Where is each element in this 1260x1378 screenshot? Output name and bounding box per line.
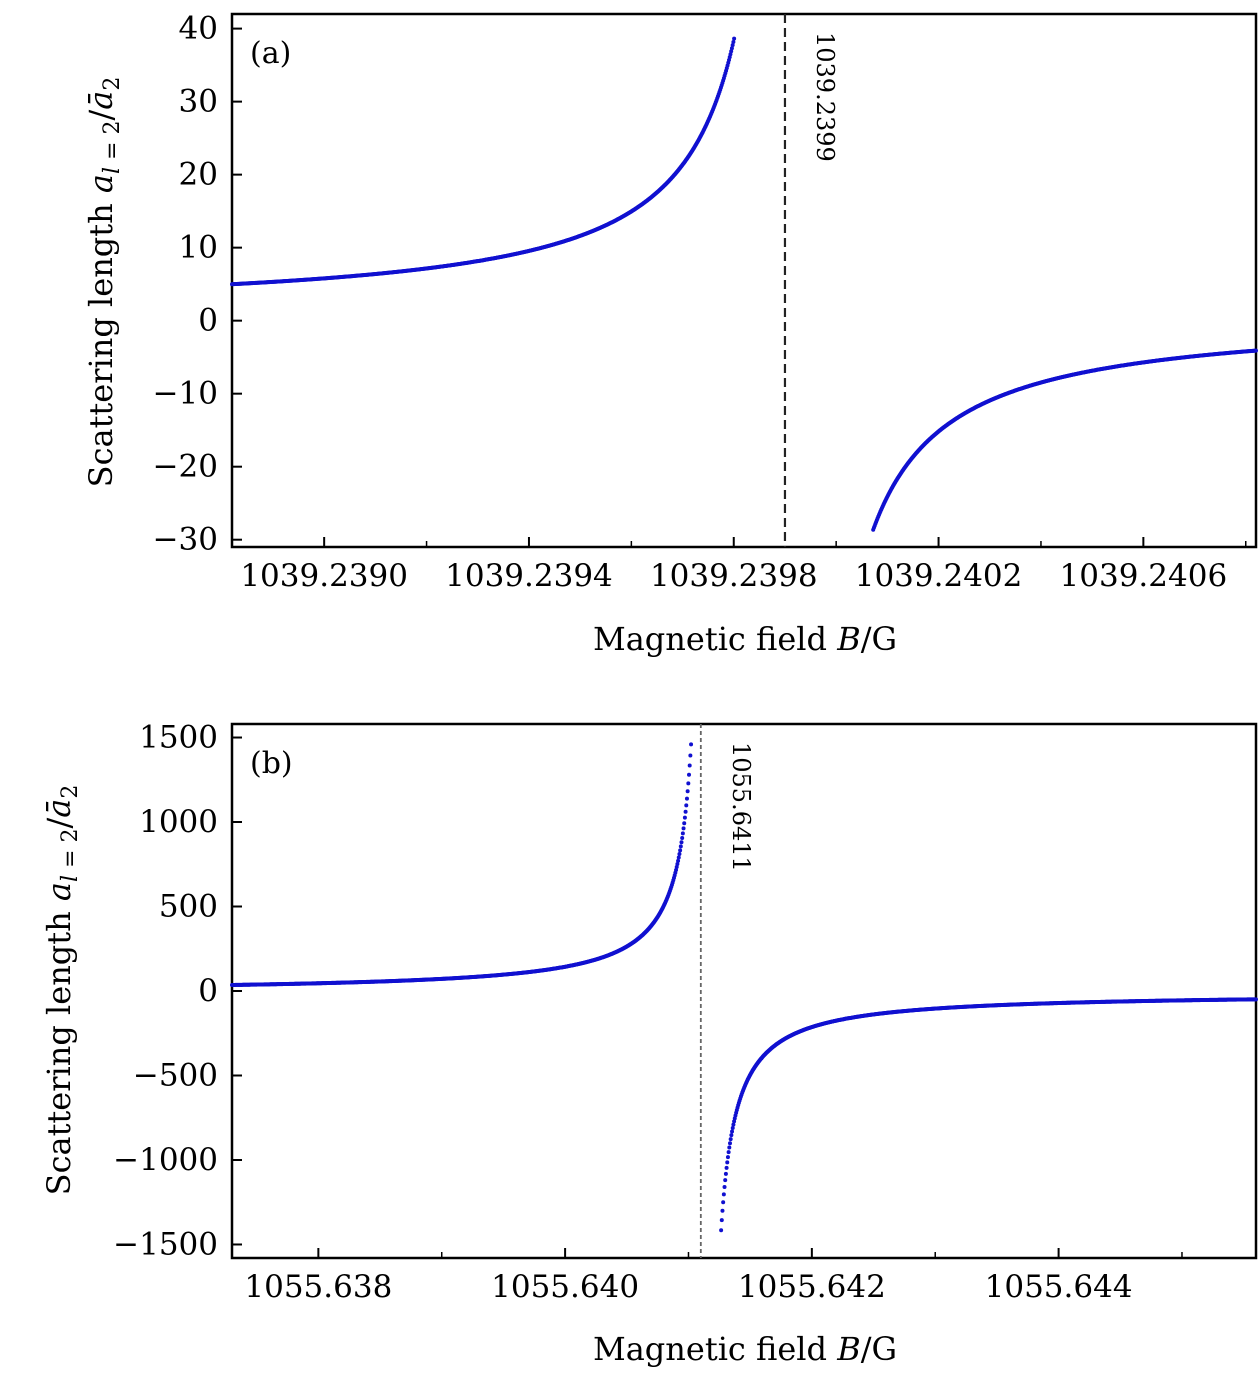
data-point [725, 1155, 730, 1160]
resonance-label-b: 1055.6411 [727, 742, 755, 872]
axis-ticks-a: 1039.2390 1039.2394 1039.2398 1039.2402 1039… [153, 11, 1247, 594]
data-point [684, 803, 689, 808]
x-axis-title-a: Magnetic field B/G [593, 620, 897, 658]
data-point [731, 1122, 736, 1127]
x-tick-label: 1055.638 [244, 1269, 392, 1305]
data-point [732, 1119, 737, 1124]
panel-b: 1055.638 1055.640 1055.642 1055.644 1500 1000… [40, 720, 1258, 1368]
data-point [730, 43, 735, 48]
data-point [719, 1228, 724, 1233]
y-tick-label: −30 [153, 522, 218, 558]
data-point [719, 1218, 724, 1223]
panel-label-a: (a) [250, 36, 291, 71]
data-point [720, 1208, 725, 1213]
y-tick-label: 500 [159, 889, 218, 925]
x-tick-label: 1055.644 [985, 1269, 1133, 1305]
y-tick-label: 1500 [139, 720, 218, 756]
y-axis-title-b: Scattering length al = 2/ā2 [40, 785, 83, 1196]
data-point [676, 855, 681, 860]
y-tick-label: −500 [133, 1057, 218, 1093]
y-tick-label: 10 [179, 230, 218, 266]
x-tick-label: 1039.2394 [445, 558, 613, 594]
y-axis-title-a: Scattering length al = 2/ā2 [82, 77, 125, 488]
data-point [675, 862, 680, 867]
data-point [677, 852, 682, 857]
data-point [689, 742, 694, 747]
data-point [686, 781, 691, 786]
data-point [687, 772, 692, 777]
resonance-label-a: 1039.2399 [811, 32, 839, 162]
data-point [688, 753, 693, 758]
x-tick-label: 1039.2402 [855, 558, 1023, 594]
data-point [683, 809, 688, 814]
data-point [730, 1125, 735, 1130]
y-tick-label: 1000 [139, 804, 218, 840]
data-point [731, 39, 736, 44]
data-point [730, 1129, 735, 1134]
x-axis-title-b: Magnetic field B/G [593, 1330, 897, 1368]
y-tick-label: −20 [153, 449, 218, 485]
y-tick-label: 30 [179, 84, 218, 120]
data-point [678, 844, 683, 849]
data-point [725, 1160, 730, 1165]
data-point [682, 821, 687, 826]
axis-ticks-b: 1055.638 1055.640 1055.642 1055.644 1500 1000… [113, 720, 1183, 1305]
y-tick-label: 40 [179, 11, 218, 47]
data-point [1254, 348, 1258, 353]
data-point [1254, 997, 1258, 1002]
data-series-a [230, 36, 1258, 532]
data-point [723, 1178, 728, 1183]
y-tick-label: 20 [179, 157, 218, 193]
data-point [676, 858, 681, 863]
data-point [724, 1165, 729, 1170]
data-point [721, 1200, 726, 1205]
data-point [680, 831, 685, 836]
y-tick-label: 0 [198, 303, 218, 339]
data-point [726, 1150, 731, 1155]
data-point [729, 1133, 734, 1138]
data-point [680, 835, 685, 840]
data-point [678, 848, 683, 853]
data-series-b [230, 742, 1258, 1233]
x-tick-label: 1055.640 [491, 1269, 639, 1305]
data-point [687, 763, 692, 768]
data-point [685, 789, 690, 794]
data-point [729, 46, 734, 51]
data-point [728, 1137, 733, 1142]
data-point [732, 36, 737, 41]
data-point [682, 815, 687, 820]
x-tick-label: 1055.642 [738, 1269, 886, 1305]
data-point [722, 1184, 727, 1189]
data-point [679, 840, 684, 845]
x-tick-label: 1039.2398 [650, 558, 818, 594]
x-tick-label: 1039.2406 [1060, 558, 1228, 594]
data-point [721, 1192, 726, 1197]
data-point [723, 1171, 728, 1176]
data-point [727, 1141, 732, 1146]
data-point [727, 1145, 732, 1150]
data-point [729, 49, 734, 54]
data-point [684, 796, 689, 801]
data-point [674, 865, 679, 870]
y-tick-label: −10 [153, 376, 218, 412]
y-tick-label: 0 [198, 973, 218, 1009]
y-tick-label: −1500 [113, 1226, 218, 1262]
panel-a: 1039.2390 1039.2394 1039.2398 1039.2402 1039… [82, 11, 1258, 658]
plot-frame-a [230, 12, 1258, 549]
y-tick-label: −1000 [113, 1142, 218, 1178]
x-tick-label: 1039.2390 [240, 558, 408, 594]
data-point [681, 826, 686, 831]
panel-label-b: (b) [250, 746, 293, 781]
